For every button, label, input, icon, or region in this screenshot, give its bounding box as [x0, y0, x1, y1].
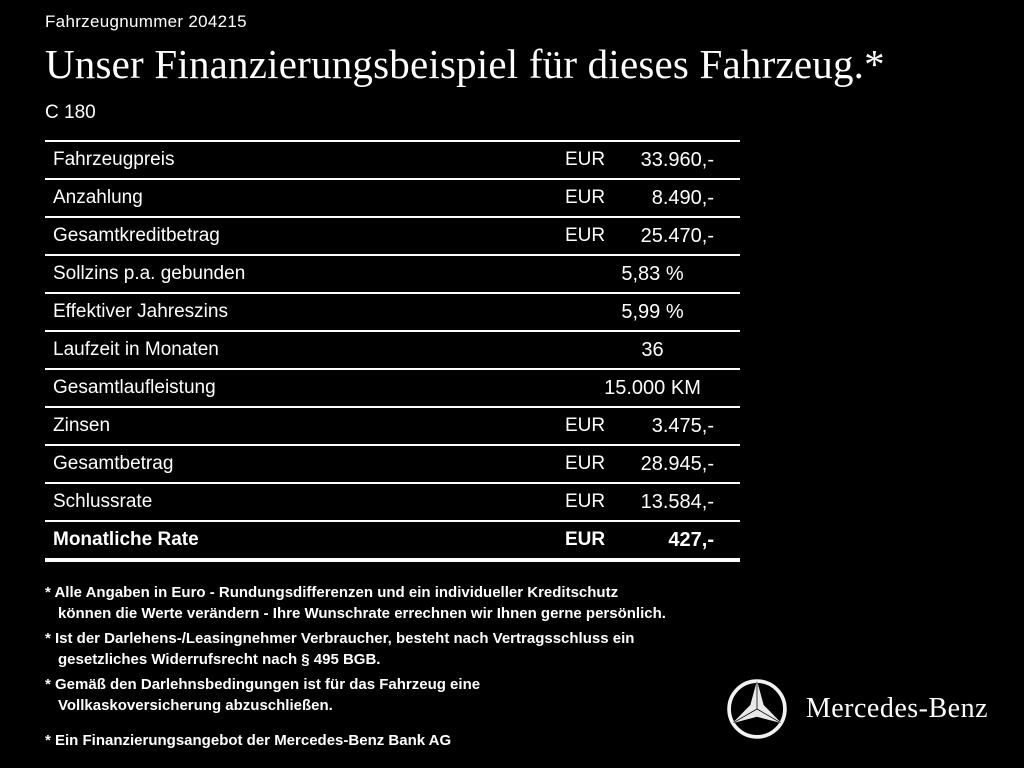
footnotes: * Alle Angaben in Euro - Rundungsdiffere…	[45, 582, 765, 751]
row-label: Schlussrate	[53, 491, 153, 512]
page-title: Unser Finanzierungsbeispiel für dieses F…	[45, 41, 885, 87]
table-row-monthly-rate: Monatliche Rate EUR 427,-	[45, 520, 740, 558]
table-row: Fahrzeugpreis EUR 33.960,-	[45, 140, 740, 178]
footnote-bank: * Ein Finanzierungsangebot der Mercedes-…	[45, 730, 765, 751]
footnote: * Gemäß den Darlehnsbedingungen ist für …	[45, 674, 765, 716]
row-value: 36	[641, 338, 664, 361]
row-currency: EUR	[565, 415, 606, 436]
row-label: Gesamtlaufleistung	[53, 377, 216, 398]
footnote-line: können die Werte verändern - Ihre Wunsch…	[58, 605, 666, 622]
vehicle-number: Fahrzeugnummer 204215	[45, 12, 247, 31]
row-value: 5,99 %	[621, 300, 684, 323]
table-row: Gesamtkreditbetrag EUR 25.470,-	[45, 216, 740, 254]
row-value: 13.584,-	[640, 490, 714, 513]
table-row: Gesamtbetrag EUR 28.945,-	[45, 444, 740, 482]
row-label: Sollzins p.a. gebunden	[53, 263, 246, 284]
row-label: Laufzeit in Monaten	[53, 339, 219, 360]
row-currency: EUR	[565, 453, 606, 474]
row-currency: EUR	[565, 225, 606, 246]
table-row: Laufzeit in Monaten 36	[45, 330, 740, 368]
row-label: Gesamtbetrag	[53, 453, 174, 474]
footnote-line: gesetzliches Widerrufsrecht nach § 495 B…	[58, 651, 381, 668]
brand-wordmark: Mercedes-Benz	[805, 693, 988, 724]
row-value: 33.960,-	[640, 148, 714, 171]
row-label: Zinsen	[53, 415, 111, 436]
row-currency: EUR	[565, 491, 606, 512]
row-value: 3.475,-	[651, 414, 714, 437]
vehicle-model: C 180	[45, 102, 96, 123]
footnote-line: Vollkaskoversicherung abzuschließen.	[58, 697, 333, 714]
row-value: 25.470,-	[640, 224, 714, 247]
content-column: Fahrzeugnummer 204215 Unser Finanzierung…	[45, 0, 885, 755]
row-value: 15.000 KM	[604, 376, 701, 399]
row-label: Monatliche Rate	[53, 529, 199, 550]
brand-area: Mercedes-Benz	[726, 678, 988, 740]
table-row: Anzahlung EUR 8.490,-	[45, 178, 740, 216]
mercedes-star-icon	[726, 678, 788, 740]
row-value: 427,-	[668, 528, 714, 551]
row-currency: EUR	[565, 529, 606, 550]
footnote: * Alle Angaben in Euro - Rundungsdiffere…	[45, 582, 765, 624]
footnote-line: * Ist der Darlehens-/Leasingnehmer Verbr…	[45, 630, 635, 647]
row-label: Anzahlung	[53, 187, 143, 208]
table-row: Gesamtlaufleistung 15.000 KM	[45, 368, 740, 406]
row-label: Fahrzeugpreis	[53, 149, 175, 170]
row-value: 5,83 %	[621, 262, 684, 285]
footnote: * Ist der Darlehens-/Leasingnehmer Verbr…	[45, 628, 765, 670]
footnote-line: * Ein Finanzierungsangebot der Mercedes-…	[45, 732, 452, 749]
row-value: 8.490,-	[651, 186, 714, 209]
row-value: 28.945,-	[640, 452, 714, 475]
footnote-line: * Gemäß den Darlehnsbedingungen ist für …	[45, 676, 481, 693]
row-label: Gesamtkreditbetrag	[53, 225, 220, 246]
footnote-line: * Alle Angaben in Euro - Rundungsdiffere…	[45, 584, 619, 601]
table-row: Zinsen EUR 3.475,-	[45, 406, 740, 444]
row-currency: EUR	[565, 149, 606, 170]
financing-table: Fahrzeugpreis EUR 33.960,- Anzahlung EUR…	[45, 140, 740, 562]
table-row: Schlussrate EUR 13.584,-	[45, 482, 740, 520]
row-label: Effektiver Jahreszins	[53, 301, 228, 322]
table-row: Effektiver Jahreszins 5,99 %	[45, 292, 740, 330]
table-row: Sollzins p.a. gebunden 5,83 %	[45, 254, 740, 292]
row-currency: EUR	[565, 187, 606, 208]
